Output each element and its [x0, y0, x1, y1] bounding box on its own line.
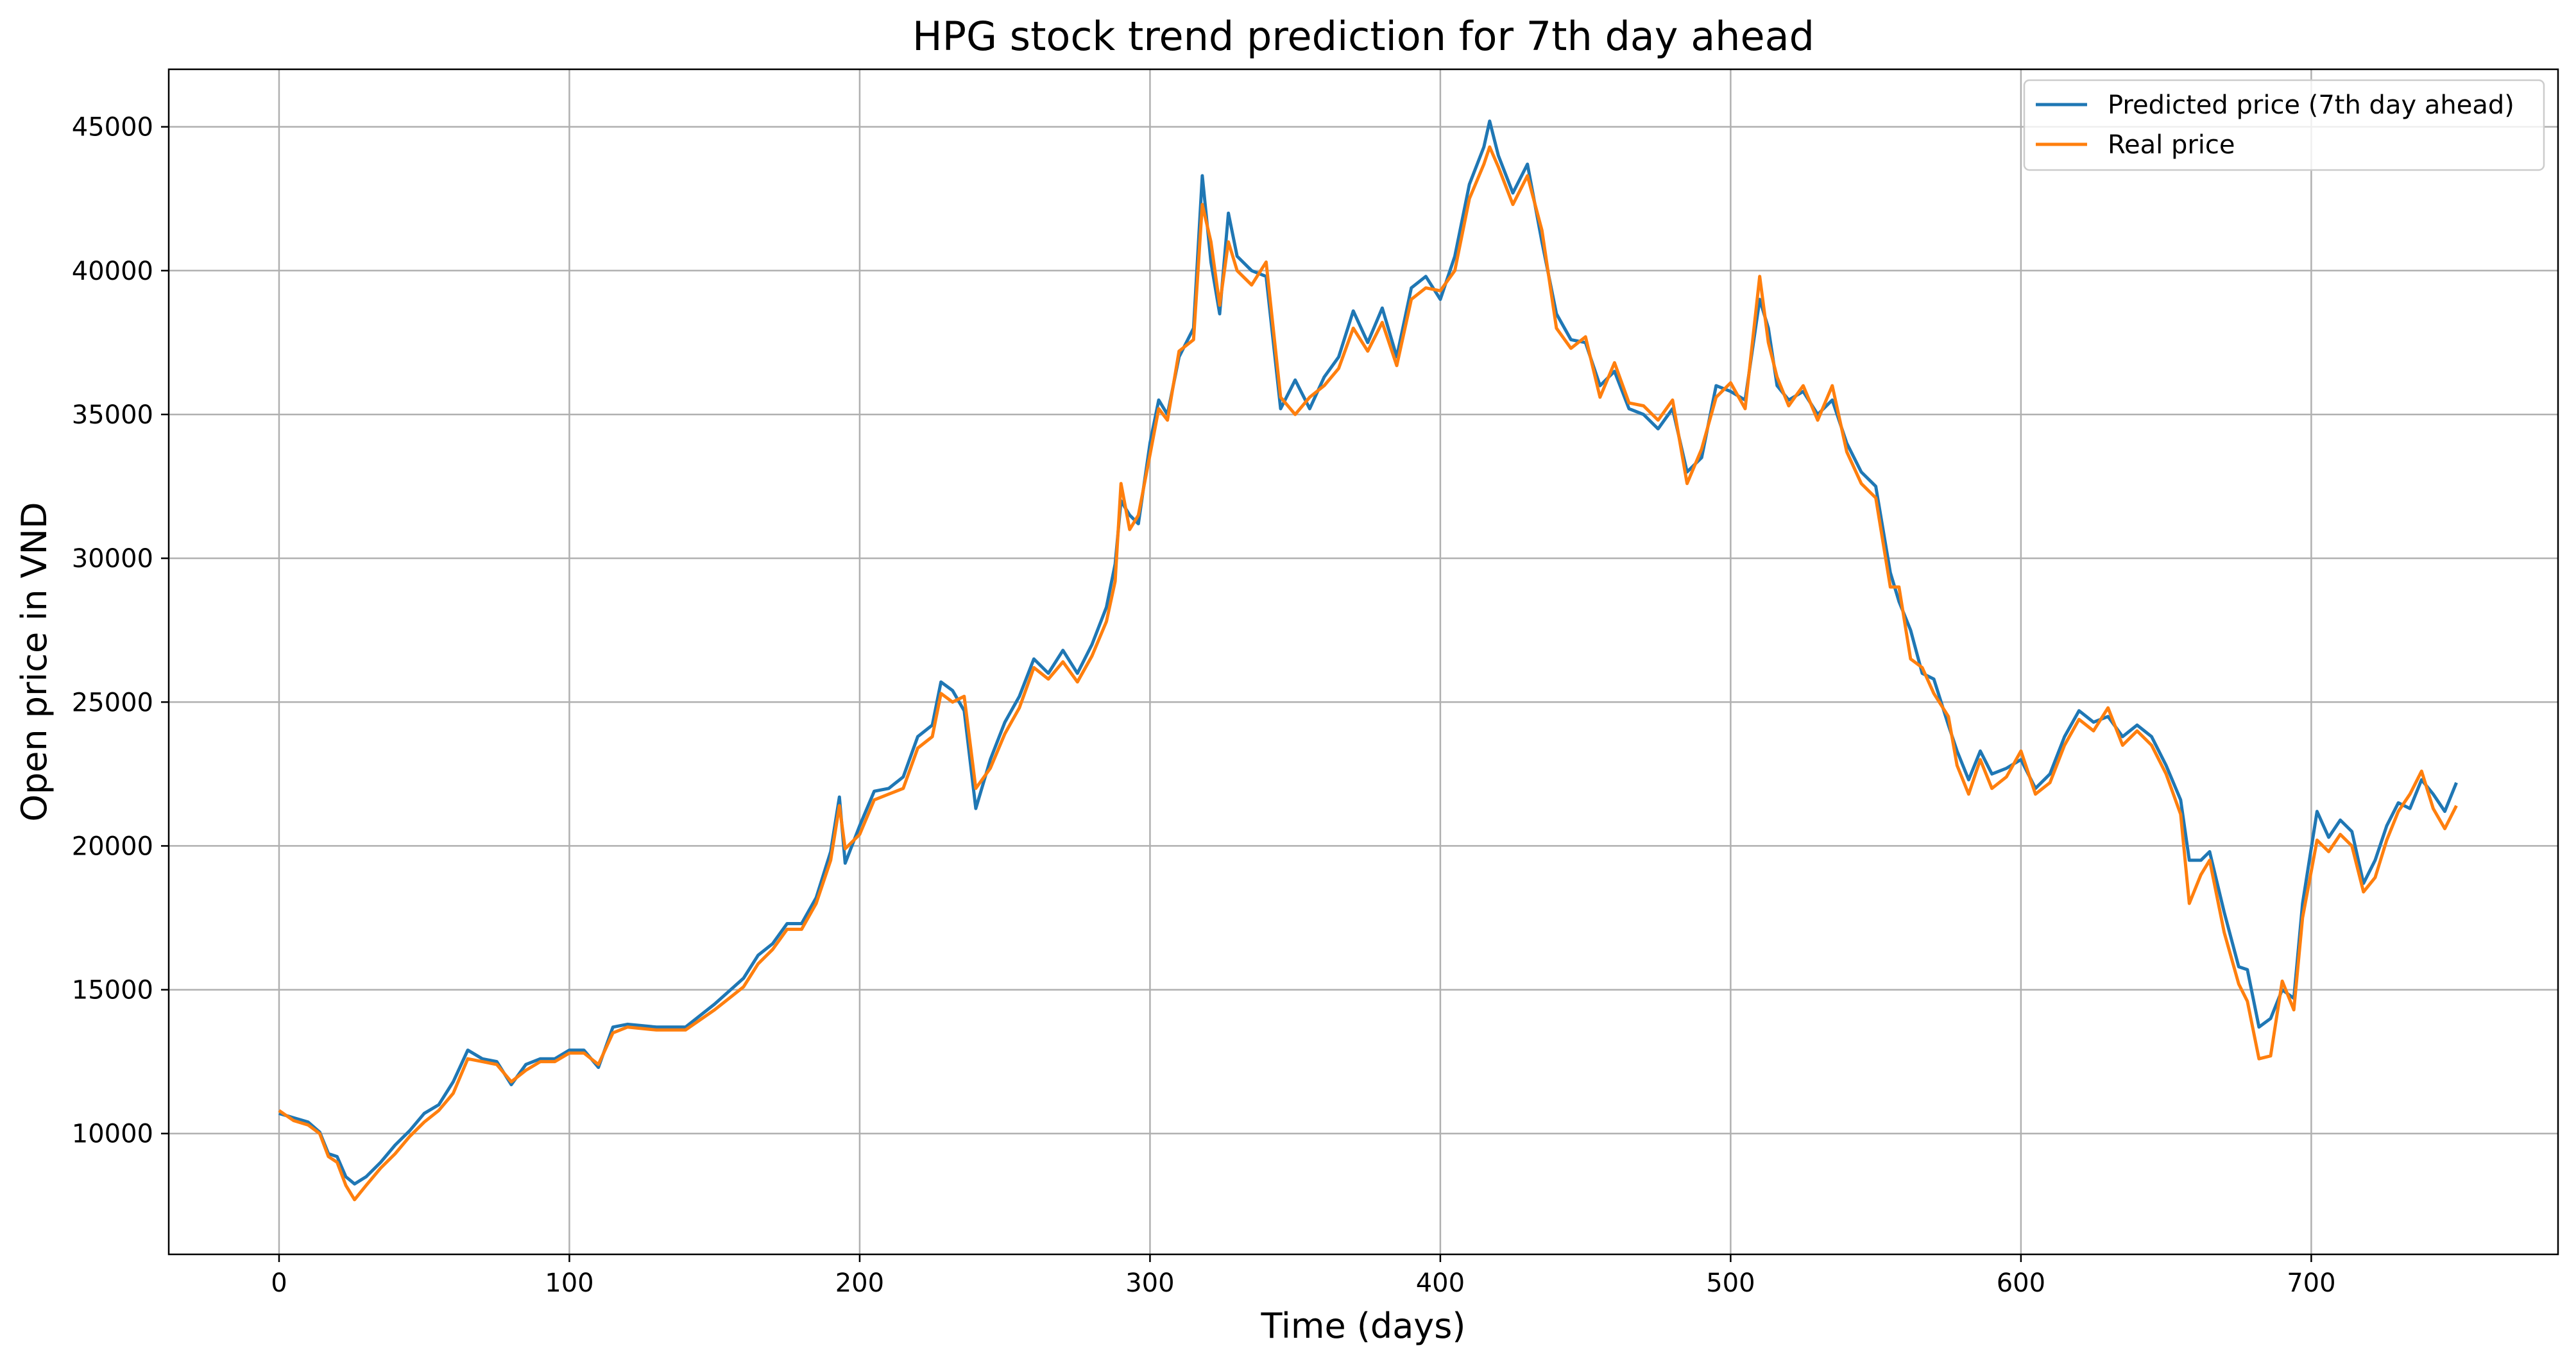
y-axis: 10000 15000 20000 25000 30000 35000 40000 45000 [72, 113, 169, 1149]
legend-label-1: Predicted price (7th day ahead) [2108, 90, 2514, 120]
x-tick-label: 300 [1125, 1268, 1174, 1298]
y-tick-label: 30000 [72, 544, 153, 574]
legend: Predicted price (7th day ahead) Real pric… [2023, 79, 2545, 171]
x-tick-label: 100 [545, 1268, 593, 1298]
y-tick-label: 25000 [72, 688, 153, 717]
x-tick-label: 0 [271, 1268, 287, 1298]
y-tick-label: 15000 [72, 976, 153, 1005]
x-tick-label: 600 [1997, 1268, 2045, 1298]
series-line-1 [278, 119, 2458, 1186]
series-line-2 [278, 145, 2458, 1202]
y-tick-label: 20000 [72, 832, 153, 861]
plot-frame [167, 68, 2559, 1256]
x-tick-label: 500 [1706, 1268, 1755, 1298]
chart-title: HPG stock trend prediction for 7th day a… [912, 13, 1814, 60]
series-layer [278, 119, 2458, 1202]
grid [169, 69, 2558, 1254]
legend-label-2: Real price [2108, 130, 2235, 160]
y-tick-label: 35000 [72, 400, 153, 430]
x-tick-label: 700 [2287, 1268, 2335, 1298]
x-axis: 0 100 200 300 400 500 600 700 [271, 1254, 2336, 1298]
x-axis-label: Time (days) [1261, 1306, 1466, 1346]
x-tick-label: 200 [835, 1268, 884, 1298]
y-tick-label: 40000 [72, 257, 153, 286]
x-tick-label: 400 [1416, 1268, 1465, 1298]
y-tick-label: 10000 [72, 1120, 153, 1149]
y-axis-label: Open price in VND [14, 502, 55, 821]
legend-box [2023, 79, 2545, 171]
y-tick-label: 45000 [72, 113, 153, 142]
